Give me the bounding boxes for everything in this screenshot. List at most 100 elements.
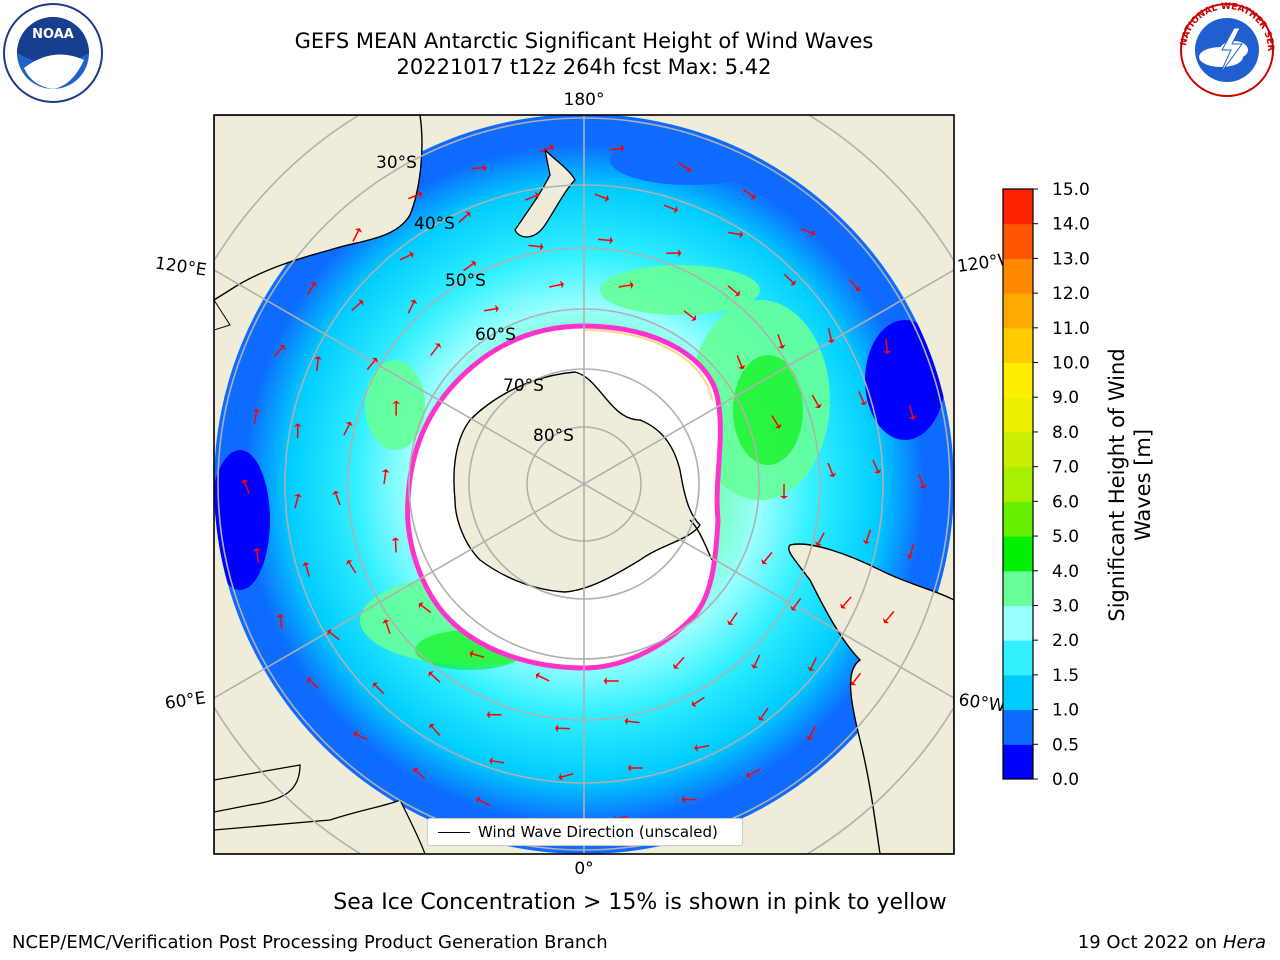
wave-direction-arrow-shaft (748, 768, 761, 776)
colorbar-tick-label: 0.5 (1052, 735, 1079, 755)
wave-direction-arrow-shaft (549, 283, 562, 288)
wave-direction-arrow-head (486, 710, 490, 719)
madagascar-land (214, 764, 301, 813)
wave-direction-arrow-head (919, 484, 927, 489)
wave-direction-arrow-shaft (865, 529, 872, 542)
wave-direction-arrow-head (686, 165, 692, 173)
footer-date: 19 Oct 2022 on Hera (1078, 932, 1266, 953)
wave-direction-arrow-head (734, 290, 740, 297)
noaa-logo-text: NOAA (32, 27, 74, 42)
wave-direction-arrow-shaft (852, 672, 862, 684)
wave-direction-arrow-shaft (329, 631, 340, 641)
wave-direction-arrow-head (354, 228, 362, 233)
wave-direction-arrow-shaft (463, 262, 474, 272)
wave-direction-arrow-shaft (407, 302, 415, 314)
legend-line-swatch (438, 832, 470, 833)
colorbar-tick-label: 12.0 (1052, 284, 1090, 304)
new-zealand-land (514, 148, 576, 238)
wave-direction-arrow-head (906, 554, 914, 559)
colorbar-tick-label: 6.0 (1052, 492, 1079, 512)
wave-direction-arrow-head (790, 605, 797, 611)
wave-direction-arrow-shaft (273, 347, 283, 357)
australia-land (214, 115, 423, 301)
wave-direction-arrow-shaft (561, 773, 574, 778)
colorbar-tick-label: 3.0 (1052, 596, 1079, 616)
wave-direction-arrow-head (535, 672, 541, 680)
map-legend: Wind Wave Direction (unscaled) (427, 818, 743, 846)
wave-direction-arrow-head (840, 603, 847, 609)
wave-direction-arrow-shaft (663, 204, 676, 211)
colorbar-tick-label: 9.0 (1052, 388, 1079, 408)
wave-direction-arrow-shaft (848, 279, 858, 290)
wave-direction-arrow-head (327, 629, 333, 636)
wave-direction-arrow-shaft (538, 675, 550, 682)
wave-direction-arrow-shaft (305, 564, 310, 577)
wave-direction-arrow-shaft (618, 284, 631, 288)
colorbar-label-line-1: Significant Height of Wind (1105, 348, 1129, 621)
wave-direction-arrow-head (392, 400, 401, 404)
wave-direction-arrow-head (790, 279, 796, 286)
wave-direction-arrow-head (372, 682, 379, 688)
wave-direction-arrow-head (428, 723, 435, 730)
chart-title: GEFS MEAN Antarctic Significant Height o… (294, 29, 874, 53)
colorbar-segment (1003, 501, 1033, 537)
wave-direction-arrow-shaft (492, 760, 505, 764)
wave-direction-arrow-head (310, 281, 317, 287)
wave-direction-arrow-head (691, 314, 696, 322)
wave-direction-arrow-head (294, 493, 302, 498)
colorbar-tick-label: 15.0 (1052, 180, 1090, 200)
colorbar-tick-label: 11.0 (1052, 319, 1090, 339)
colorbar-segment (1003, 605, 1033, 641)
wave-direction-arrow-shaft (918, 474, 924, 486)
wave-direction-arrow-shaft (792, 597, 802, 609)
wave-direction-arrow-head (314, 356, 323, 360)
wave-direction-arrow-shaft (355, 733, 368, 740)
wave-direction-arrow-head (739, 230, 744, 239)
wave-direction-arrow-head (694, 744, 699, 752)
wave-direction-arrow-head (345, 421, 353, 427)
colorbar-segment (1003, 744, 1033, 780)
colorbar-segment (1003, 258, 1033, 294)
colorbar-tick-label: 7.0 (1052, 458, 1079, 478)
wave-direction-arrow-head (814, 541, 822, 546)
colorbar-segment (1003, 397, 1033, 433)
wave-direction-arrow-head (746, 771, 752, 779)
wave-direction-arrow-head (489, 756, 493, 765)
lon-label-120E: 120°E (154, 254, 208, 281)
wave-direction-arrow-head (827, 339, 836, 343)
wave-direction-arrow-shaft (385, 622, 391, 634)
wave-direction-arrow-shaft (842, 596, 852, 607)
map-frame (213, 114, 955, 855)
wave-direction-arrow-head (624, 717, 629, 726)
wave-direction-arrow-head (539, 242, 544, 251)
wave-direction-arrow-shaft (909, 544, 915, 557)
colorbar-tick-label: 1.0 (1052, 701, 1079, 721)
colorbar-segment (1003, 674, 1033, 711)
wave-direction-arrow-head (750, 193, 756, 200)
wave-direction-arrow-head (276, 613, 285, 618)
lat-label-80S: 80°S (533, 426, 574, 446)
wave-direction-arrow-head (371, 357, 378, 363)
footer-credit: NCEP/EMC/Verification Post Processing Pr… (12, 932, 608, 953)
footer-date-text: 19 Oct 2022 on (1077, 932, 1223, 953)
australia-west-coast (214, 299, 231, 331)
wave-direction-arrow-head (673, 663, 680, 669)
wave-direction-arrow-shaft (742, 188, 754, 198)
lat-label-60S: 60°S (475, 325, 516, 345)
wave-direction-arrow-head (761, 559, 768, 565)
wave-direction-arrow-head (859, 400, 868, 406)
chart-subtitle: 20221017 t12z 264h fcst Max: 5.42 (396, 55, 772, 79)
wave-direction-arrow-shaft (316, 359, 319, 372)
wave-direction-arrow-shaft (408, 193, 420, 200)
wave-direction-arrow-head (629, 281, 634, 290)
wave-direction-arrow-head (757, 715, 765, 721)
footer-host: Hera (1222, 932, 1266, 953)
wave-direction-arrow-head (417, 190, 423, 198)
wave-direction-arrow-shaft (727, 285, 738, 295)
wave-direction-arrow-shaft (374, 684, 385, 695)
colorbar-tick-label: 10.0 (1052, 354, 1090, 374)
wave-direction-arrow-head (307, 677, 313, 684)
colorbar: 0.0 0.5 1.0 1.5 2.0 3.0 4.0 5.0 6.0 7.0 8.0 9.0 10.0… (1002, 180, 1090, 790)
wave-direction-arrow-shaft (753, 654, 761, 666)
wave-direction-arrow-shaft (244, 482, 250, 494)
